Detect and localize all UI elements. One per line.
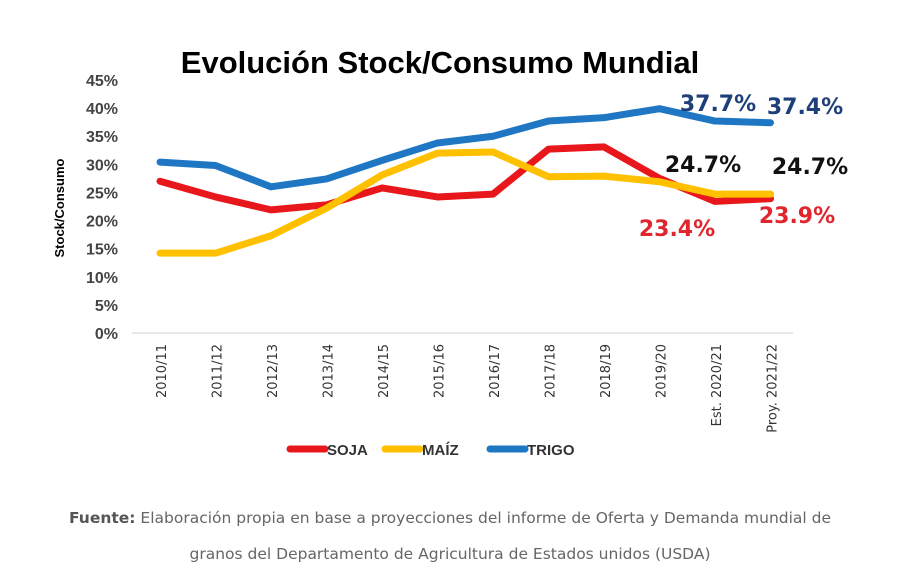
- y-tick-label: 35%: [86, 129, 118, 146]
- x-tick-label: 2013/14: [322, 344, 337, 398]
- data-label: 37.7%: [680, 92, 756, 117]
- x-tick-label: 2012/13: [266, 344, 281, 398]
- y-tick-label: 15%: [86, 242, 118, 259]
- y-tick-label: 20%: [86, 214, 118, 231]
- y-tick-label: 5%: [95, 298, 118, 315]
- legend-label: TRIGO: [527, 442, 575, 459]
- x-tick-label: 2019/20: [655, 344, 670, 398]
- data-label: 24.7%: [772, 155, 848, 180]
- y-axis-label: Stock/Consumo: [52, 158, 67, 257]
- y-tick-label: 25%: [86, 185, 118, 202]
- chart-title: Evolución Stock/Consumo Mundial: [181, 45, 699, 80]
- x-tick-label: 2010/11: [155, 344, 170, 398]
- legend-label: MAÍZ: [422, 442, 459, 459]
- series-line-trigo: [156, 105, 774, 191]
- source-text-line1: Elaboración propia en base a proyeccione…: [135, 509, 832, 527]
- x-tick-label: 2016/17: [488, 344, 503, 398]
- y-tick-label: 30%: [86, 157, 118, 174]
- x-tick-label: Est. 2020/21: [710, 344, 725, 426]
- x-tick-label: 2017/18: [544, 344, 559, 398]
- y-tick-label: 40%: [86, 101, 118, 118]
- y-tick-label: 0%: [95, 326, 118, 343]
- legend-item-trigo: TRIGO: [486, 442, 575, 459]
- data-label: 37.4%: [767, 95, 843, 120]
- data-label: 24.7%: [665, 153, 741, 178]
- x-tick-label: 2018/19: [599, 344, 614, 398]
- x-tick-label: 2014/15: [377, 344, 392, 398]
- source-text-line2: granos del Departamento de Agricultura d…: [189, 545, 711, 563]
- x-tick-label: 2011/12: [211, 344, 226, 398]
- data-label: 23.4%: [639, 217, 715, 242]
- source-label: Fuente:: [68, 509, 136, 527]
- data-label: 23.9%: [759, 204, 835, 229]
- y-tick-label: 10%: [86, 270, 118, 287]
- source-note: Fuente: Elaboración propia en base a pro…: [0, 500, 900, 572]
- x-tick-label: 2015/16: [433, 344, 448, 398]
- legend-label: SOJA: [327, 442, 368, 459]
- line-chart: Evolución Stock/Consumo Mundial Stock/Co…: [52, 45, 848, 459]
- legend-item-maíz: MAÍZ: [381, 442, 459, 459]
- series-line-maíz: [156, 148, 774, 257]
- y-tick-label: 45%: [86, 73, 118, 90]
- legend-item-soja: SOJA: [286, 442, 368, 459]
- x-tick-label: Proy. 2021/22: [766, 344, 781, 433]
